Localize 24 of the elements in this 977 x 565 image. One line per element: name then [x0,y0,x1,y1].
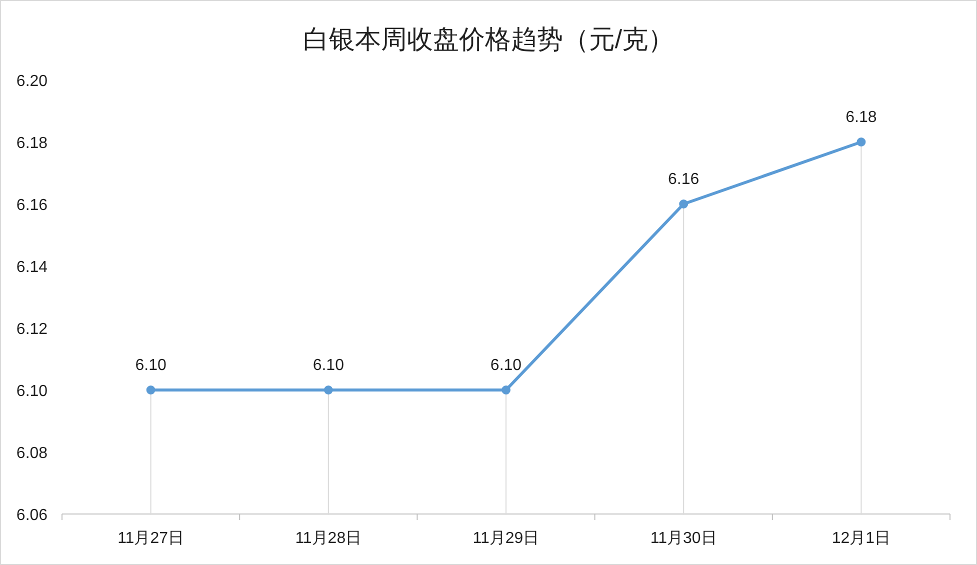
x-tick-label: 11月29日 [472,530,540,547]
data-label: 6.10 [490,357,522,374]
point [502,386,510,394]
data-label: 6.16 [668,171,700,188]
y-tick-label: 6.14 [16,259,48,276]
x-tick-label: 11月27日 [118,530,184,547]
point [324,386,333,394]
data-label: 6.10 [312,357,344,374]
point [146,386,156,394]
y-tick-label: 6.18 [16,135,48,152]
data-label: 6.10 [135,357,166,374]
x-tick-label: 11月30日 [650,530,717,547]
point [679,200,688,208]
y-tick-label: 6.10 [16,383,48,400]
x-tick-label: 11月28日 [295,530,362,547]
y-tick-label: 6.06 [16,507,48,524]
point [856,138,866,146]
x-tick-label: 12月1日 [832,530,891,547]
data-label: 6.18 [846,109,877,126]
y-tick-label: 6.08 [16,445,48,462]
y-tick-label: 6.16 [16,197,48,214]
chart-title: 白银本周收盘价格趋势（元/克） [302,24,674,54]
y-tick-label: 6.12 [16,321,48,338]
y-tick-label: 6.20 [16,73,48,90]
